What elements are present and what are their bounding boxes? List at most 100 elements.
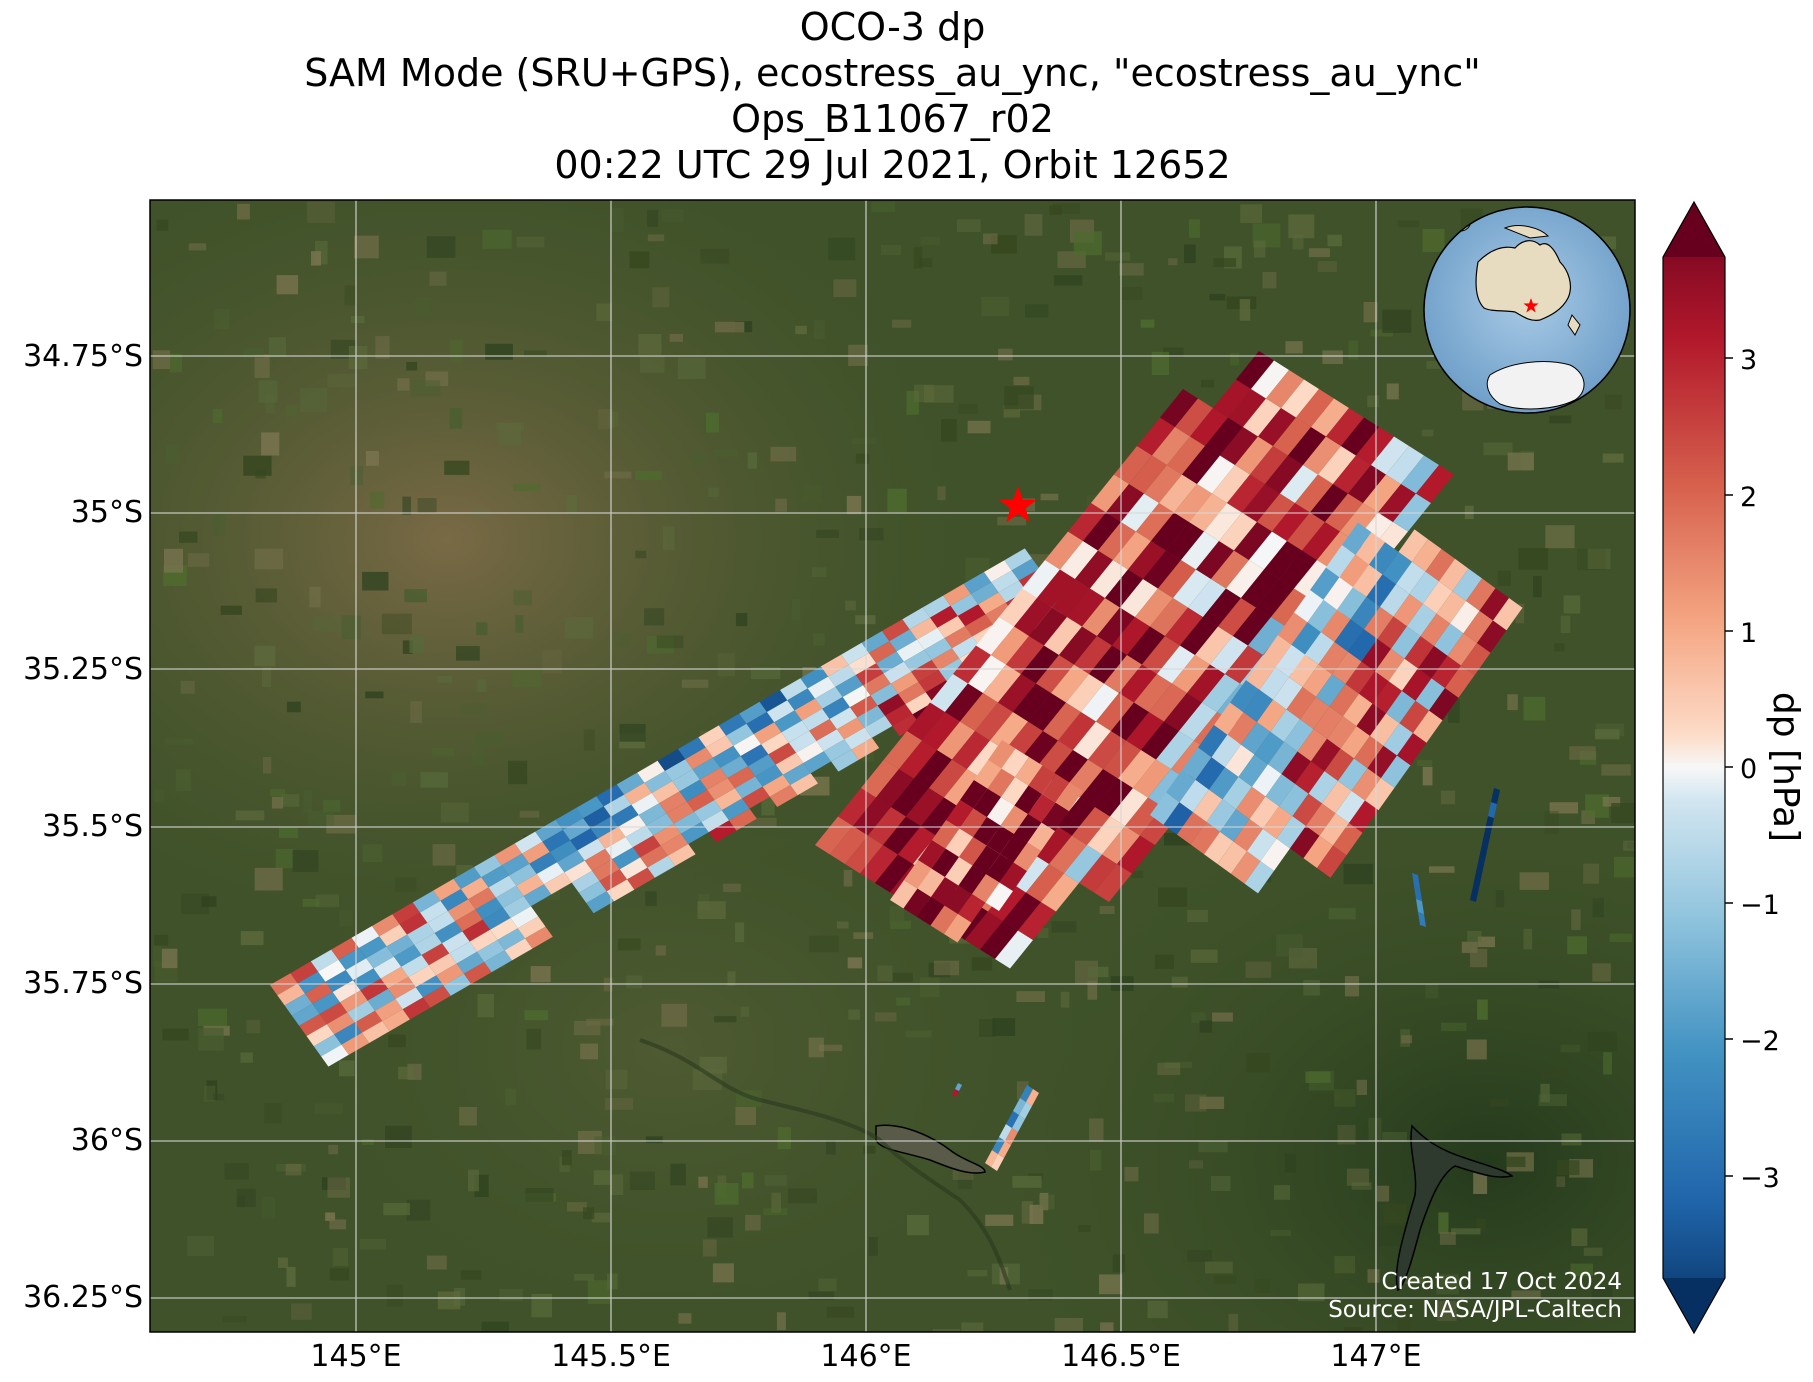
field-patch: [1322, 350, 1343, 364]
field-patch: [262, 667, 272, 687]
dp-sounding: [1370, 713, 1400, 746]
field-patch: [411, 380, 441, 397]
field-patch: [1417, 759, 1433, 766]
field-patch: [770, 446, 797, 462]
dp-sounding: [1359, 671, 1389, 704]
field-patch: [328, 1144, 339, 1155]
field-patch: [152, 350, 171, 369]
dp-sounding: [1231, 851, 1261, 884]
field-patch: [1348, 340, 1359, 360]
field-patch: [905, 1030, 932, 1038]
dp-sounding: [434, 921, 463, 944]
dp-sounding: [1333, 455, 1371, 494]
dp-sounding: [455, 909, 483, 932]
dp-sounding: [1329, 684, 1359, 717]
field-patch: [1171, 976, 1188, 988]
dp-sounding: [1386, 446, 1424, 484]
dp-sounding: [1206, 799, 1236, 832]
field-patch: [887, 488, 907, 513]
dp-sounding: [1227, 712, 1257, 745]
dp-sounding: [1399, 700, 1429, 733]
field-patch: [1262, 272, 1277, 289]
dp-sounding: [299, 1014, 327, 1036]
dp-sounding: [1220, 427, 1258, 465]
dp-sounding: [1127, 626, 1165, 665]
dp-sounding: [423, 985, 451, 1008]
field-patch: [386, 1284, 403, 1307]
field-patch: [1246, 1053, 1270, 1073]
dp-sounding: [1175, 398, 1213, 437]
field-patch: [591, 1212, 611, 1223]
dp-sounding: [883, 816, 921, 855]
field-patch: [154, 789, 165, 803]
dp-sounding: [447, 899, 476, 922]
field-patch: [275, 848, 294, 869]
field-patch: [436, 675, 452, 683]
field-patch: [1240, 204, 1263, 224]
title-line-2: SAM Mode (SRU+GPS), ecostress_au_ync, "e…: [304, 51, 1481, 95]
field-patch: [162, 1028, 189, 1041]
dp-sounding: [823, 739, 852, 762]
dp-sounding: [646, 813, 674, 836]
dp-sounding: [624, 782, 652, 805]
dp-sounding: [373, 956, 402, 979]
field-patch: [397, 378, 410, 391]
dp-sounding: [1311, 398, 1349, 437]
dp-sounding: [529, 852, 558, 874]
dp-sounding: [929, 759, 967, 798]
dp-sounding: [651, 781, 680, 804]
field-patch: [1351, 1182, 1372, 1190]
dp-sounding: [1463, 610, 1493, 643]
dp-sounding: [1081, 683, 1119, 722]
field-patch: [1239, 299, 1251, 321]
field-patch: [1153, 1093, 1174, 1103]
dp-sounding: [584, 848, 613, 871]
dp-sounding: [509, 863, 537, 886]
field-patch: [1230, 353, 1240, 366]
field-patch: [1461, 941, 1478, 953]
dp-sounding: [1044, 617, 1082, 655]
dp-sounding: [325, 970, 354, 992]
field-patch: [877, 965, 893, 982]
field-patch: [474, 733, 503, 745]
field-patch: [1078, 1225, 1091, 1232]
dp-sounding: [1265, 774, 1295, 807]
dp-sounding: [351, 926, 380, 948]
dp-sounding: [474, 855, 502, 878]
dp-sounding: [944, 626, 973, 649]
field-patch: [979, 1019, 996, 1037]
dp-sounding: [1375, 648, 1405, 682]
lake-outline: [1395, 1124, 1514, 1292]
field-patch: [913, 246, 923, 269]
dp-sounding: [1011, 854, 1049, 893]
dp-sounding: [1243, 689, 1273, 723]
dp-sounding: [1020, 1085, 1033, 1102]
dp-sounding: [1303, 436, 1341, 475]
field-patch: [420, 772, 448, 788]
dp-sounding: [516, 874, 544, 896]
dp-sounding: [999, 862, 1027, 891]
dp-sounding: [931, 848, 959, 877]
dp-sounding: [1311, 738, 1341, 772]
dp-sounding: [679, 779, 708, 802]
dp-sounding: [1288, 427, 1326, 465]
dp-sounding: [930, 605, 958, 628]
field-patch: [383, 1202, 410, 1216]
field-patch: [1383, 1203, 1407, 1224]
field-patch: [1039, 1192, 1049, 1211]
dp-sounding: [1165, 607, 1203, 646]
dp-sounding: [742, 786, 770, 809]
dp-sounding: [1318, 641, 1348, 675]
dp-sounding: [1404, 636, 1434, 669]
dp-sounding: [1060, 541, 1098, 579]
field-patch: [843, 869, 853, 887]
dp-sounding: [1150, 792, 1180, 825]
dp-sounding: [987, 797, 1015, 826]
field-patch: [1274, 1185, 1290, 1200]
field-patch: [263, 756, 272, 774]
dp-sounding: [1211, 734, 1241, 768]
field-patch: [1308, 1070, 1335, 1091]
field-patch: [417, 498, 437, 513]
field-patch: [276, 275, 299, 295]
field-patch: [240, 1052, 253, 1063]
